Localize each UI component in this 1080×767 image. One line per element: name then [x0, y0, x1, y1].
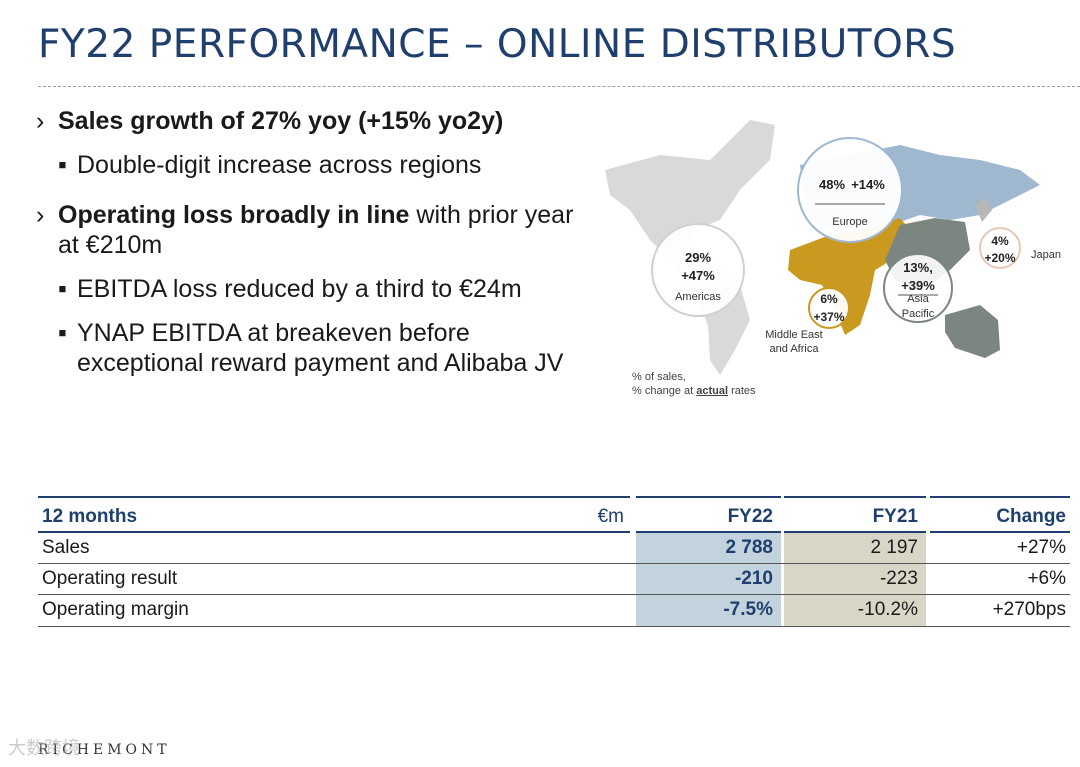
japan-pct: 4% [991, 234, 1009, 248]
watermark: 大数跨境 [8, 738, 80, 758]
japan-region [975, 198, 992, 222]
mea-chg: +37% [813, 310, 844, 324]
table-unit: €m [597, 506, 624, 527]
row-op-result-change: +6% [1027, 568, 1066, 589]
col-change: Change [996, 506, 1066, 527]
chevron-right-icon: › [36, 107, 45, 135]
row-op-margin-change: +270bps [992, 599, 1066, 620]
row-sales-label: Sales [42, 537, 90, 558]
square-bullet-icon: ▪ [58, 151, 67, 179]
europe-pct: 48% [819, 177, 845, 192]
mea-label-1: Middle East [765, 329, 822, 341]
americas-region [605, 120, 775, 375]
americas-pct: 29% [685, 250, 711, 265]
bullet-sales-growth: › Sales growth of 27% yoy (+15% yo2y) [36, 107, 504, 135]
americas-label: Americas [675, 291, 721, 303]
subbullet-ynap-ebitda: ▪ YNAP EBITDA at breakeven before except… [58, 319, 564, 377]
americas-chg: +47% [681, 268, 715, 283]
row-op-result-fy22: -210 [734, 568, 773, 589]
bullet-list: › Sales growth of 27% yoy (+15% yo2y) ▪ … [36, 106, 596, 392]
map-footnote: % of sales, % change at actual rates [632, 371, 756, 397]
page-title: FY22 PERFORMANCE – ONLINE DISTRIBUTORS [38, 22, 957, 67]
subbullet-regions: ▪ Double-digit increase across regions [58, 151, 482, 179]
row-op-result-fy21: -223 [879, 568, 918, 589]
square-bullet-icon: ▪ [58, 319, 67, 347]
richemont-logo: RICHEMONT [38, 742, 171, 758]
apac-pct: 13%, [903, 260, 933, 275]
row-sales-fy21: 2 197 [870, 537, 918, 558]
subbullet-ebitda-loss: ▪ EBITDA loss reduced by a third to €24m [58, 275, 522, 303]
world-map: 29% +47% Americas 48% +14% Europe 6% +37… [605, 120, 1061, 375]
bullet-operating-loss: › Operating loss broadly in line with pr… [36, 201, 574, 259]
apac-chg: +39% [901, 278, 935, 293]
apac-label-2: Pacific [902, 308, 935, 320]
mea-label-2: and Africa [770, 343, 820, 355]
row-sales-change: +27% [1016, 537, 1066, 558]
row-sales-fy22: 2 788 [725, 537, 773, 558]
australia-region [945, 305, 1000, 358]
chevron-right-icon: › [36, 201, 45, 229]
japan-chg: +20% [984, 251, 1015, 265]
mea-region [788, 218, 915, 335]
europe-chg: +14% [851, 177, 885, 192]
table-period: 12 months [42, 506, 138, 527]
mea-pct: 6% [820, 292, 838, 306]
row-op-margin-fy21: -10.2% [857, 599, 918, 620]
row-op-result-label: Operating result [42, 568, 178, 589]
title-divider [38, 86, 1080, 87]
col-fy21: FY21 [872, 506, 918, 527]
europe-label: Europe [832, 216, 867, 228]
row-op-margin-label: Operating margin [42, 599, 189, 620]
col-fy22: FY22 [727, 506, 773, 527]
row-op-margin-fy22: -7.5% [723, 599, 773, 620]
apac-label-1: Asia [907, 293, 929, 305]
japan-label: Japan [1031, 249, 1061, 261]
square-bullet-icon: ▪ [58, 275, 67, 303]
